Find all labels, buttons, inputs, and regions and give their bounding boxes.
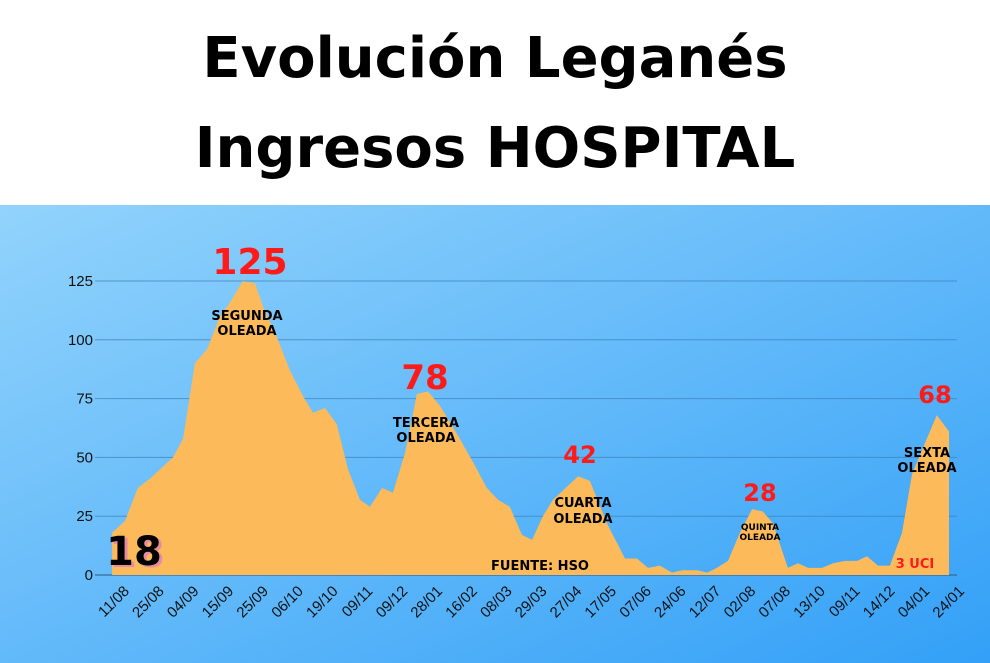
peak-5-label-2: OLEADA [740, 533, 781, 543]
peak-2-label-1: SEGUNDA [211, 309, 282, 324]
source-label: FUENTE: HSO [491, 559, 589, 574]
peak-4-label-2: OLEADA [553, 512, 612, 527]
chart-title: Evolución Leganés Ingresos HOSPITAL [0, 0, 990, 205]
peak-2-label-2: OLEADA [217, 324, 276, 339]
peak-6-value: 68 [918, 381, 951, 409]
peak-6-label-2: OLEADA [897, 461, 956, 476]
peak-3-value: 78 [401, 358, 448, 398]
y-tick-label: 125 [68, 273, 93, 290]
peak-3-label-1: TERCERA [393, 416, 459, 431]
peak-2-value: 125 [212, 242, 287, 283]
admissions-area [112, 281, 950, 575]
y-tick-label: 75 [76, 391, 93, 408]
peak-5-label-1: QUINTA [741, 523, 779, 533]
peak-4-label-1: CUARTA [554, 496, 611, 511]
y-tick-label: 25 [76, 508, 93, 525]
peak-5-value: 28 [743, 479, 776, 507]
peak-3-label-2: OLEADA [396, 431, 455, 446]
y-tick-label: 50 [76, 449, 93, 466]
peak-4-value: 42 [563, 441, 596, 469]
title-line-1: Evolución Leganés [202, 26, 788, 91]
start-value: 18 [106, 529, 162, 575]
icu-label: 3 UCI [896, 557, 935, 572]
y-tick-label: 100 [68, 332, 93, 349]
peak-6-label-1: SEXTA [904, 446, 950, 461]
y-tick-label: 0 [85, 567, 93, 584]
title-line-2: Ingresos HOSPITAL [194, 116, 796, 181]
